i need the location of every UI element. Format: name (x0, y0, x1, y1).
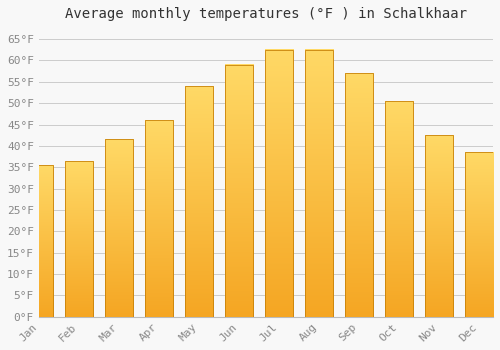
Bar (185, 86, 213, 317)
Bar (385, 101, 413, 317)
Bar (185, 86, 213, 317)
Bar (225, 65, 253, 317)
Bar (65, 161, 93, 317)
Bar (145, 120, 173, 317)
Bar (345, 73, 373, 317)
Bar (225, 65, 253, 317)
Bar (265, 50, 293, 317)
Bar (305, 50, 333, 317)
Bar (105, 140, 133, 317)
Bar (25, 165, 53, 317)
Bar (425, 135, 453, 317)
Bar (145, 120, 173, 317)
Bar (105, 140, 133, 317)
Bar (385, 101, 413, 317)
Title: Average monthly temperatures (°F ) in Schalkhaar: Average monthly temperatures (°F ) in Sc… (65, 7, 467, 21)
Bar (345, 73, 373, 317)
Bar (465, 152, 493, 317)
Bar (265, 50, 293, 317)
Bar (65, 161, 93, 317)
Bar (425, 135, 453, 317)
Bar (305, 50, 333, 317)
Bar (25, 165, 53, 317)
Bar (465, 152, 493, 317)
